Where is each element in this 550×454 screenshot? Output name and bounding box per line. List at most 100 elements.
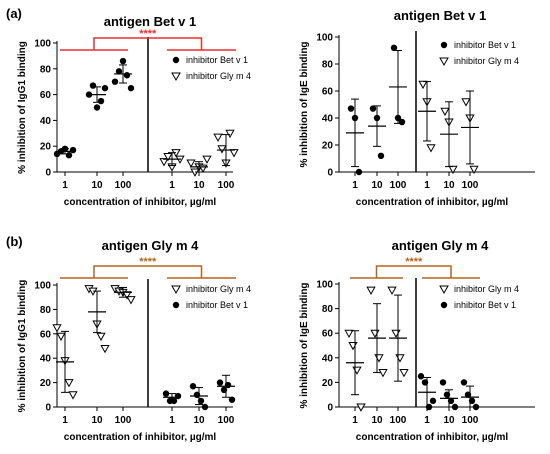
data-point	[391, 329, 401, 339]
y-tick-label: 80	[40, 305, 52, 316]
x-tick-label: 10	[371, 180, 383, 191]
x-tick-label: 100	[390, 180, 407, 191]
legend-label: inhibitor Bet v 1	[454, 40, 516, 50]
y-tick-label: 20	[322, 141, 334, 152]
data-point	[429, 397, 437, 405]
bracket-connector	[93, 265, 203, 278]
y-axis-label: % inhibition of IgG1 binding	[17, 280, 28, 413]
legend-marker	[171, 285, 181, 295]
y-tick-label: 40	[40, 116, 52, 127]
bracket-connector	[93, 37, 203, 50]
y-tick-label: 0	[45, 168, 51, 179]
y-tick-label: 60	[40, 329, 52, 340]
data-point	[201, 403, 209, 411]
series-circles	[53, 57, 135, 159]
data-point	[418, 80, 428, 90]
legend-entry: inhibitor Gly m 4	[171, 71, 251, 82]
data-point	[348, 342, 358, 351]
chart-b-left: antigen Gly m 4 0 20 40 60 80 100 % inhibition …	[17, 238, 251, 443]
chart-title: antigen Gly m 4	[102, 238, 200, 253]
data-point	[440, 107, 450, 117]
legend-label: inhibitor Gly m 4	[186, 284, 251, 294]
x-tick-label: 10	[371, 415, 383, 426]
data-point	[96, 332, 106, 342]
chart-title: antigen Bet v 1	[104, 14, 196, 29]
data-point	[115, 68, 123, 75]
x-tick-label: 100	[462, 415, 479, 426]
x-tick-label: 10	[193, 180, 205, 191]
x-tick-label: 10	[443, 415, 455, 426]
chart-title: antigen Gly m 4	[392, 238, 490, 253]
data-point	[461, 98, 471, 107]
y-tick-label: 100	[316, 33, 333, 44]
x-tick-label: 100	[462, 180, 479, 191]
data-point	[228, 396, 236, 403]
x-tick-label: 1	[169, 180, 175, 191]
data-point	[399, 369, 409, 378]
data-point	[162, 390, 170, 397]
bracket-connector	[375, 265, 452, 278]
panel-a-label: (a)	[6, 6, 22, 21]
data-point	[398, 118, 406, 126]
data-point	[352, 366, 362, 375]
legend-entry: inhibitor Bet v 1	[440, 300, 516, 310]
y-tick-label: 100	[316, 280, 333, 291]
y-tick-label: 0	[45, 403, 51, 414]
x-tick-label: 1	[352, 415, 358, 426]
legend-entry: inhibitor Gly m 4	[439, 284, 519, 295]
data-point	[355, 168, 363, 176]
data-point	[395, 354, 405, 363]
data-point	[123, 72, 131, 79]
legend-marker	[172, 56, 180, 64]
data-point	[93, 104, 101, 111]
x-axis-label: concentration of inhibitor, µg/ml	[64, 197, 217, 208]
legend-marker	[172, 301, 180, 309]
y-tick-label: 60	[322, 87, 334, 98]
significance-label: ****	[139, 28, 157, 40]
y-tick-label: 80	[322, 304, 334, 315]
x-tick-label: 10	[91, 180, 103, 191]
legend-entry: inhibitor Bet v 1	[172, 300, 248, 310]
significance-label: ****	[405, 256, 423, 268]
data-point	[356, 403, 366, 412]
y-tick-label: 20	[40, 142, 52, 153]
y-tick-label: 40	[322, 353, 334, 364]
data-point	[52, 324, 62, 333]
data-point	[344, 329, 354, 339]
legend-marker	[439, 285, 449, 295]
significance-bracket: ****	[60, 256, 236, 279]
x-tick-label: 1	[169, 415, 175, 426]
significance-bracket: ****	[350, 256, 480, 279]
data-point	[68, 391, 78, 400]
data-point	[126, 296, 136, 305]
series-triangles	[344, 286, 409, 412]
y-tick-label: 40	[40, 354, 52, 365]
chart-b-right: antigen Gly m 4 0 20 40 60 80 100 % inhibition …	[299, 238, 535, 443]
y-axis-label: % inhibition of IgE binding	[299, 282, 310, 408]
legend-marker	[440, 301, 448, 309]
data-point	[460, 379, 468, 386]
data-point	[216, 379, 224, 386]
data-point	[369, 105, 377, 112]
legend-marker	[171, 72, 181, 82]
data-point	[417, 373, 425, 380]
x-tick-label: 100	[115, 415, 132, 426]
data-point	[347, 105, 355, 112]
chart-title: antigen Bet v 1	[394, 8, 486, 23]
data-point	[56, 332, 66, 342]
y-tick-label: 40	[322, 114, 334, 125]
panel-b-label: (b)	[6, 234, 23, 249]
x-tick-label: 1	[424, 415, 430, 426]
chart-a-left: antigen Bet v 1 0 20 40 60 80 100 % inhibition …	[17, 14, 251, 208]
x-tick-label: 1	[352, 180, 358, 191]
x-tick-label: 100	[115, 180, 132, 191]
legend-label: inhibitor Gly m 4	[186, 71, 251, 81]
data-point	[374, 354, 384, 363]
x-axis-label: concentration of inhibitor, µg/ml	[356, 197, 509, 208]
series-circles	[346, 44, 407, 176]
legend-marker	[440, 41, 448, 49]
x-tick-label: 1	[62, 415, 68, 426]
series-triangles	[159, 129, 239, 177]
